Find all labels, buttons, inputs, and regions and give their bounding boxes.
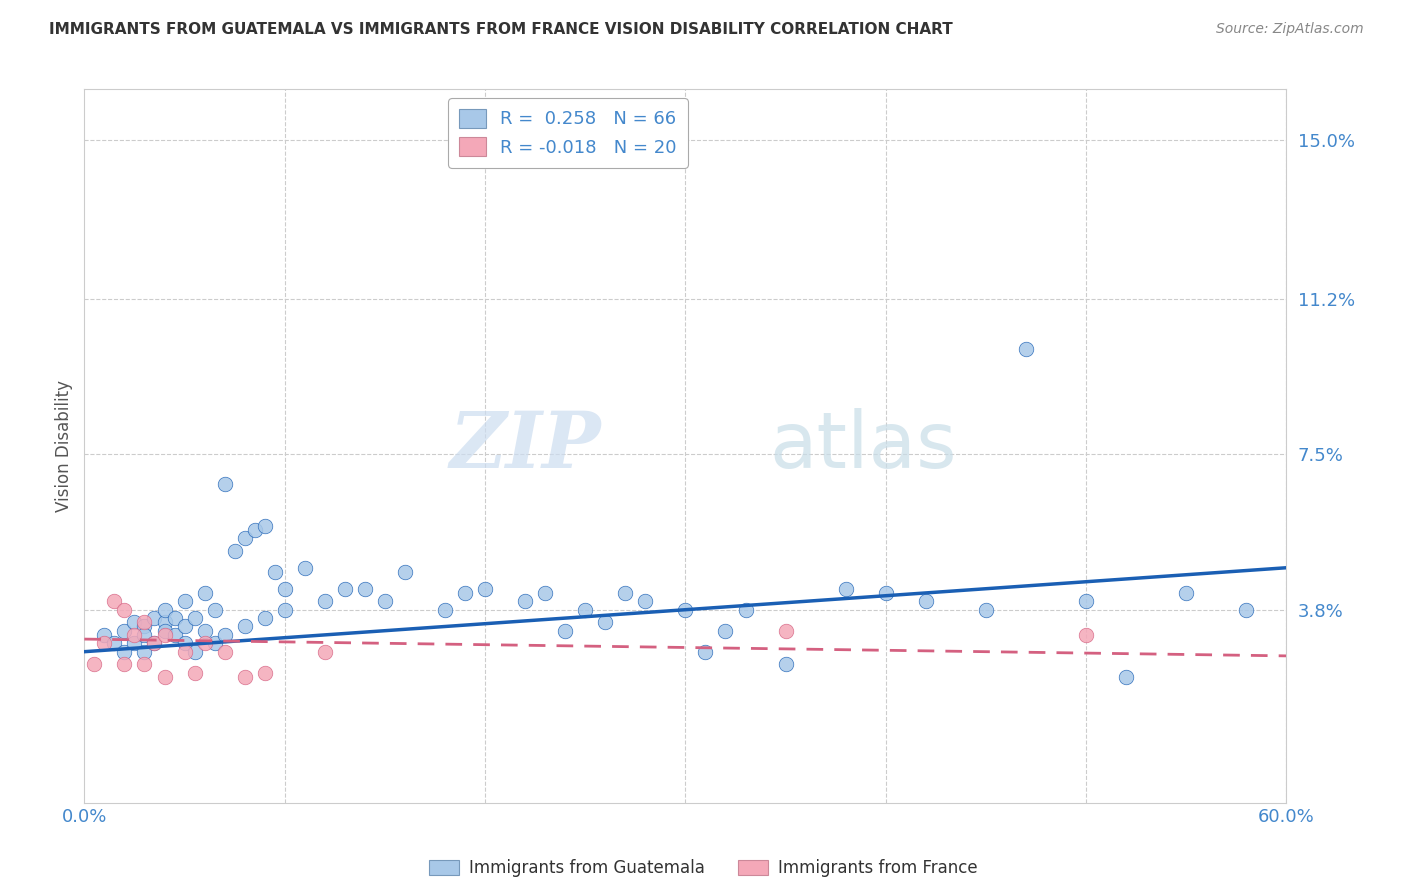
Point — [1234, 603, 1257, 617]
Point — [143, 611, 166, 625]
Point — [835, 582, 858, 596]
Point — [734, 603, 756, 617]
Point — [194, 586, 217, 600]
Point — [214, 645, 236, 659]
Point — [915, 594, 938, 608]
Point — [253, 611, 276, 625]
Point — [173, 636, 195, 650]
Point — [294, 560, 316, 574]
Text: atlas: atlas — [769, 408, 957, 484]
Point — [163, 628, 186, 642]
Point — [183, 665, 205, 680]
Point — [1076, 594, 1098, 608]
Point — [274, 603, 297, 617]
Point — [103, 594, 125, 608]
Point — [314, 594, 336, 608]
Point — [695, 645, 717, 659]
Point — [173, 594, 195, 608]
Point — [554, 624, 576, 638]
Text: Source: ZipAtlas.com: Source: ZipAtlas.com — [1216, 22, 1364, 37]
Point — [204, 636, 226, 650]
Point — [134, 615, 156, 630]
Point — [183, 645, 205, 659]
Point — [134, 628, 156, 642]
Point — [134, 645, 156, 659]
Point — [243, 523, 266, 537]
Point — [214, 476, 236, 491]
Point — [153, 603, 176, 617]
Text: IMMIGRANTS FROM GUATEMALA VS IMMIGRANTS FROM FRANCE VISION DISABILITY CORRELATIO: IMMIGRANTS FROM GUATEMALA VS IMMIGRANTS … — [49, 22, 953, 37]
Point — [634, 594, 657, 608]
Point — [274, 582, 297, 596]
Point — [595, 615, 617, 630]
Point — [454, 586, 477, 600]
Point — [153, 615, 176, 630]
Point — [194, 624, 217, 638]
Point — [194, 636, 217, 650]
Point — [233, 670, 256, 684]
Point — [675, 603, 697, 617]
Point — [183, 611, 205, 625]
Point — [775, 624, 797, 638]
Point — [314, 645, 336, 659]
Point — [1175, 586, 1198, 600]
Point — [233, 532, 256, 546]
Point — [974, 603, 997, 617]
Point — [354, 582, 377, 596]
Point — [224, 544, 246, 558]
Point — [153, 624, 176, 638]
Point — [714, 624, 737, 638]
Point — [434, 603, 457, 617]
Point — [214, 628, 236, 642]
Point — [134, 619, 156, 633]
Legend: R =  0.258   N = 66, R = -0.018   N = 20: R = 0.258 N = 66, R = -0.018 N = 20 — [449, 98, 688, 168]
Point — [1115, 670, 1137, 684]
Point — [1076, 628, 1098, 642]
Point — [333, 582, 356, 596]
Point — [474, 582, 496, 596]
Text: ZIP: ZIP — [450, 408, 602, 484]
Point — [204, 603, 226, 617]
Point — [143, 636, 166, 650]
Point — [83, 657, 105, 672]
Point — [114, 603, 135, 617]
Point — [93, 636, 115, 650]
Point — [515, 594, 537, 608]
Point — [93, 628, 115, 642]
Point — [1015, 343, 1038, 357]
Point — [614, 586, 637, 600]
Point — [233, 619, 256, 633]
Point — [124, 615, 146, 630]
Point — [173, 645, 195, 659]
Point — [124, 628, 146, 642]
Point — [114, 645, 135, 659]
Point — [263, 565, 285, 579]
Point — [114, 624, 135, 638]
Point — [134, 657, 156, 672]
Point — [875, 586, 897, 600]
Point — [534, 586, 557, 600]
Point — [173, 619, 195, 633]
Legend: Immigrants from Guatemala, Immigrants from France: Immigrants from Guatemala, Immigrants fr… — [422, 853, 984, 884]
Point — [163, 611, 186, 625]
Point — [775, 657, 797, 672]
Point — [153, 670, 176, 684]
Point — [374, 594, 396, 608]
Point — [143, 636, 166, 650]
Point — [114, 657, 135, 672]
Point — [253, 518, 276, 533]
Point — [394, 565, 416, 579]
Point — [103, 636, 125, 650]
Point — [124, 636, 146, 650]
Point — [574, 603, 596, 617]
Point — [153, 628, 176, 642]
Point — [253, 665, 276, 680]
Y-axis label: Vision Disability: Vision Disability — [55, 380, 73, 512]
